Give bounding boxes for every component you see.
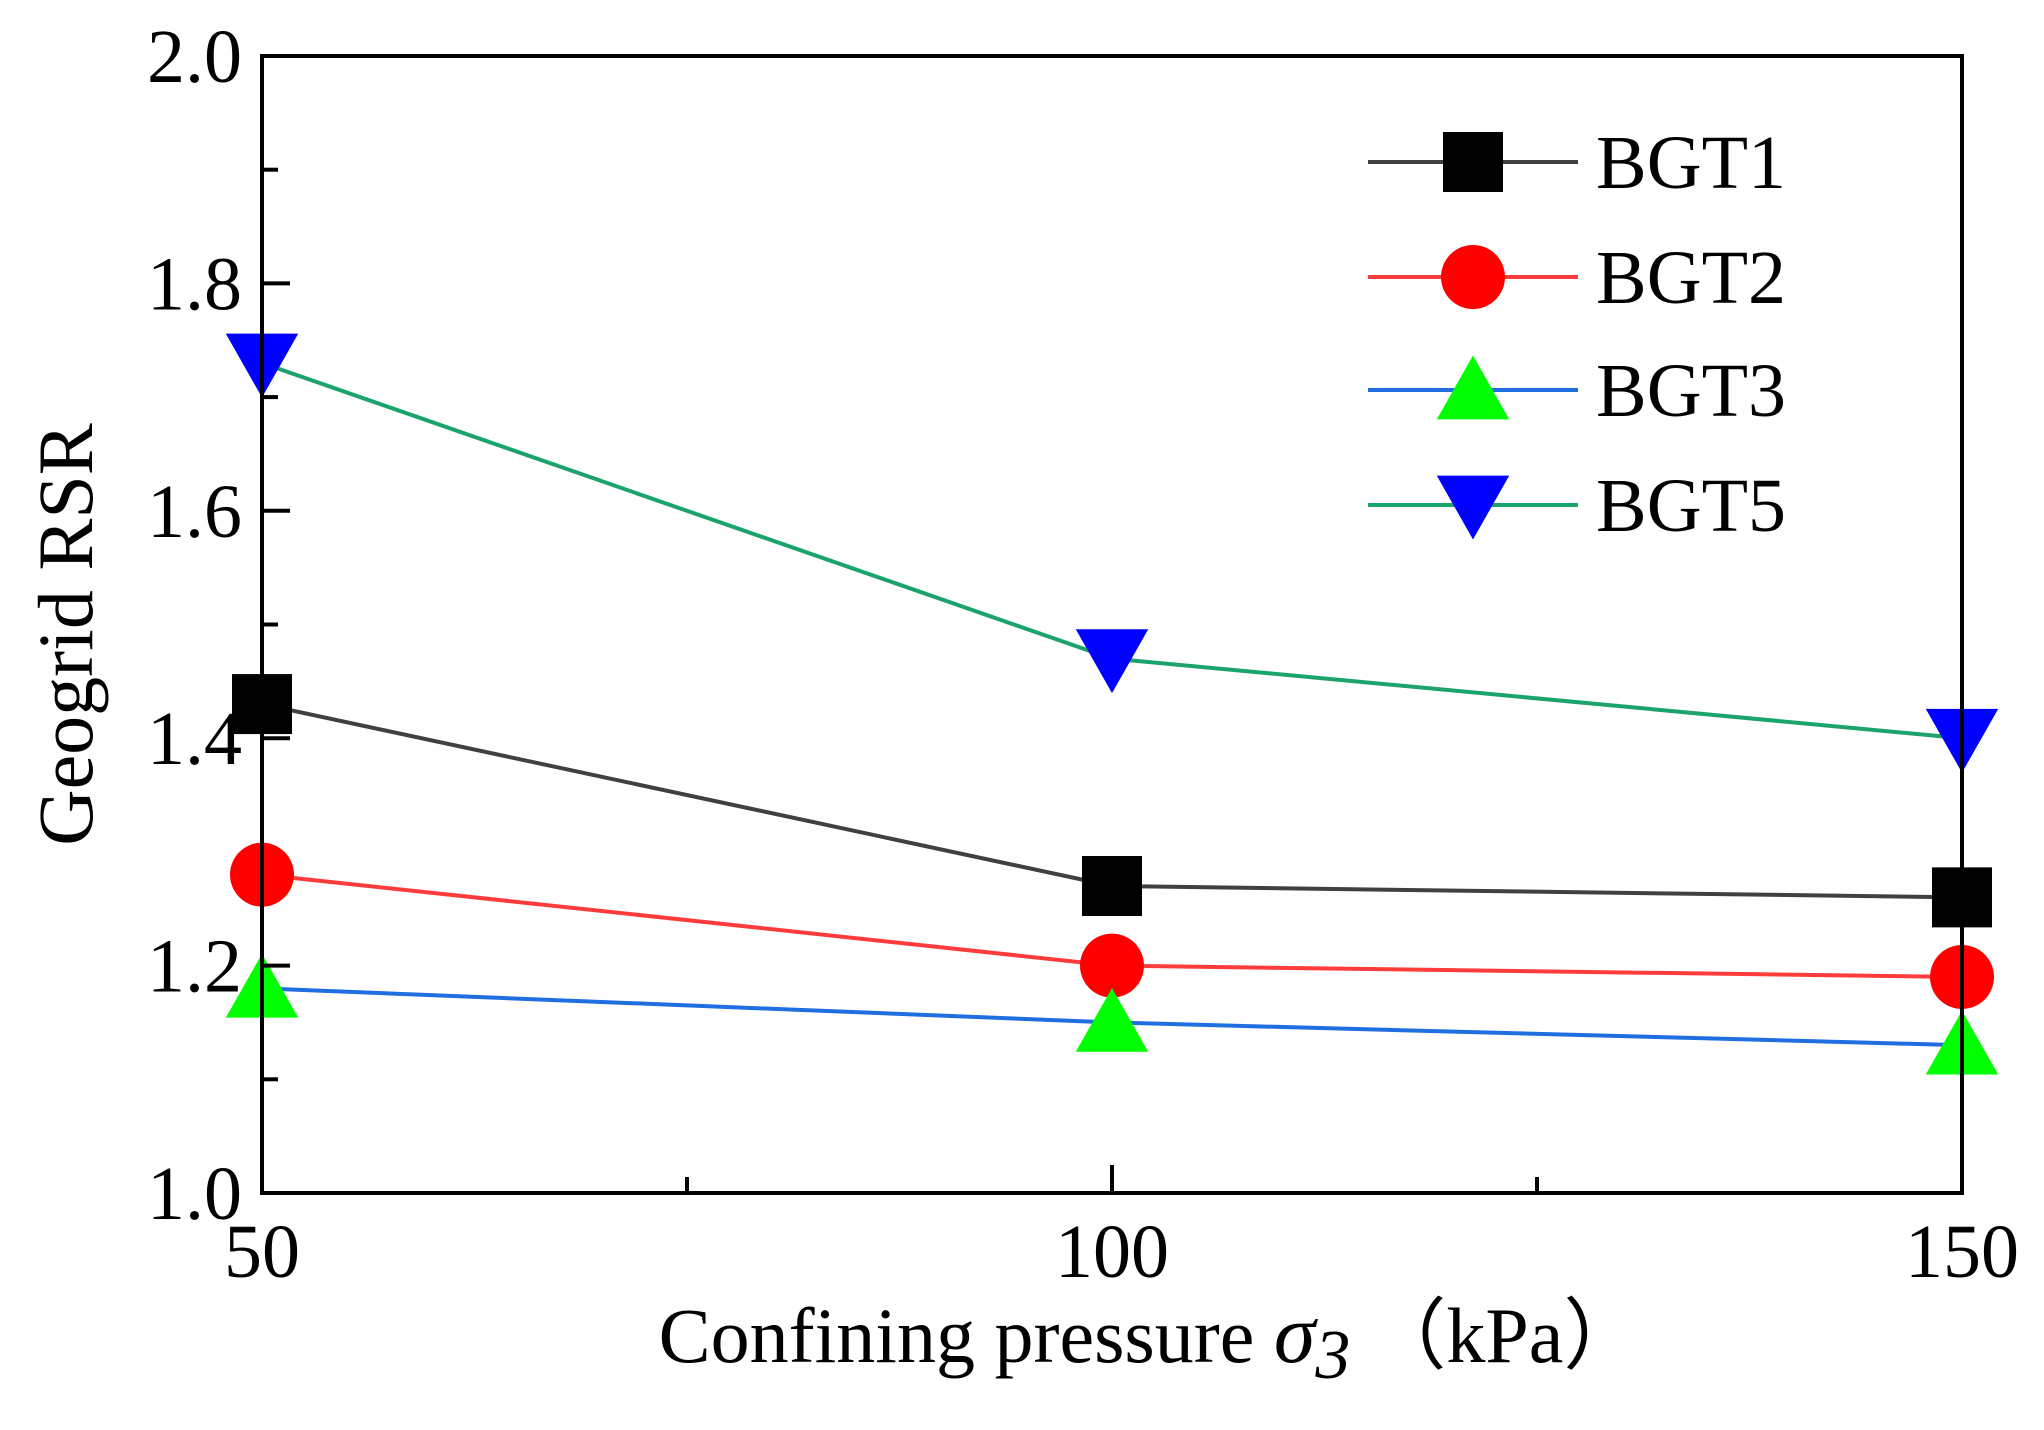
legend-label: BGT1 xyxy=(1596,121,1786,205)
legend-label: BGT3 xyxy=(1596,349,1786,433)
x-tick-label: 100 xyxy=(1055,1210,1169,1294)
y-tick-label: 1.4 xyxy=(147,697,242,781)
y-axis-title: Geogrid RSR xyxy=(22,423,109,846)
legend-label: BGT5 xyxy=(1596,464,1786,548)
y-tick-label: 2.0 xyxy=(147,15,242,99)
legend-marker xyxy=(1436,355,1510,420)
x-axis-title: Confining pressure σ3 （kPa） xyxy=(659,1288,1642,1394)
x-axis-title-unit: （kPa） xyxy=(1368,1292,1641,1379)
x-axis-title-prefix: Confining pressure xyxy=(659,1292,1274,1379)
x-tick-label: 150 xyxy=(1905,1210,2019,1294)
y-tick-label: 1.2 xyxy=(147,925,242,1009)
legend-item-bgt3: BGT3 xyxy=(1368,349,1786,433)
y-axis-ticks: 1.0 1.2 1.4 1.6 1.8 2.0 xyxy=(147,15,290,1236)
x-axis-title-symbol: σ xyxy=(1274,1288,1319,1381)
data-point-bgt1 xyxy=(1082,856,1142,917)
x-axis-title-subscript: 3 xyxy=(1314,1317,1350,1394)
legend: BGT1 BGT2 BGT3 BGT5 xyxy=(1368,121,1786,548)
legend-item-bgt2: BGT2 xyxy=(1368,236,1786,320)
y-tick-label: 1.6 xyxy=(147,470,242,554)
legend-item-bgt5: BGT5 xyxy=(1368,464,1786,548)
data-point-bgt2 xyxy=(1080,933,1144,998)
legend-label: BGT2 xyxy=(1596,236,1786,320)
data-point-bgt3 xyxy=(1075,987,1149,1052)
y-tick-label: 1.0 xyxy=(147,1152,242,1236)
y-tick-label: 1.8 xyxy=(147,242,242,326)
x-tick-label: 50 xyxy=(224,1210,300,1294)
x-axis-ticks: 50 100 150 xyxy=(224,1165,2019,1294)
data-point-bgt5 xyxy=(1075,629,1149,694)
legend-marker xyxy=(1443,132,1503,192)
legend-marker xyxy=(1436,475,1510,540)
legend-item-bgt1: BGT1 xyxy=(1368,121,1786,205)
legend-marker xyxy=(1441,245,1505,309)
